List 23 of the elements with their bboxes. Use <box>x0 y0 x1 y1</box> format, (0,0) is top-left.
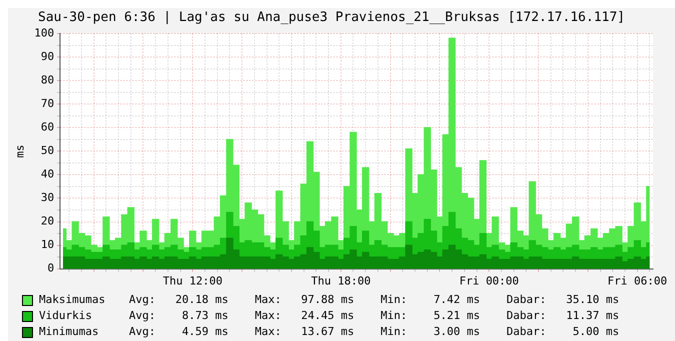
text: Avg: 8.73 ms Max: 24.45 ms Min: 5.21 ms Dabar: 11.37 ms <box>129 308 620 324</box>
x-tick-label: Fri 06:00 <box>608 274 668 288</box>
x-tick-label: Thu 18:00 <box>311 274 371 288</box>
y-tick-label: 80 <box>40 74 54 86</box>
y-tick-label: 70 <box>40 97 54 110</box>
y-tick-label: 30 <box>40 191 54 204</box>
y-axis-title: ms <box>13 144 26 158</box>
y-tick-label: 100 <box>34 26 54 40</box>
legend-label: Minimumas <box>39 324 100 340</box>
x-tick-label: Fri 00:00 <box>459 274 519 288</box>
y-tick-label: 50 <box>40 144 54 158</box>
chart-title: Sau-30-pen 6:36 | Lag'as su Ana_puse3 Pravienos_21__Bruksas [172.17.16.117] <box>38 10 625 26</box>
x-tick-label: Thu 12:00 <box>162 274 222 288</box>
text: Avg: 20.18 ms Max: 97.88 ms Min: 7.42 ms Dabar: 35.10 ms <box>129 292 620 308</box>
y-tick-label: 10 <box>40 238 54 252</box>
y-tick-label: 60 <box>40 120 54 134</box>
y-tick-label: 20 <box>40 214 54 228</box>
y-tick-label: 0 <box>47 262 54 275</box>
text: Avg: 4.59 ms Max: 13.67 ms Min: 3.00 ms Dabar: 5.00 ms <box>129 324 620 340</box>
y-tick-label: 90 <box>40 50 54 63</box>
y-tick-label: 40 <box>40 168 54 181</box>
legend-label: Vidurkis <box>39 308 93 324</box>
legend-label: Maksimumas <box>39 292 106 308</box>
